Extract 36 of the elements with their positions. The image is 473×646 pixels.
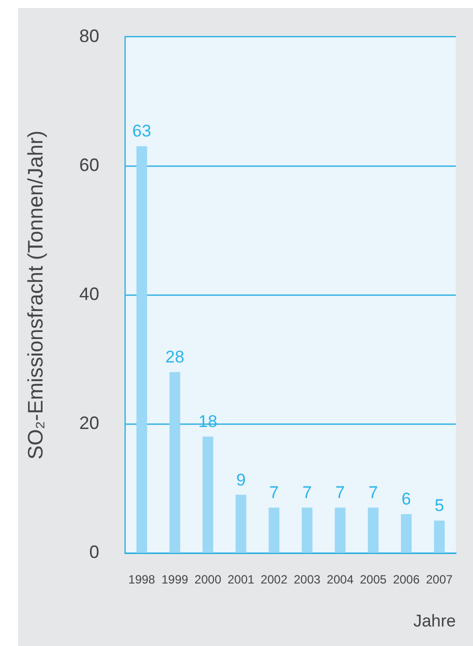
y-tick-label: 40 [79,284,100,304]
bar [136,146,148,553]
x-tick-label: 2003 [294,572,321,587]
data-label: 6 [402,490,412,509]
data-label: 63 [132,122,152,141]
data-label: 9 [236,470,246,490]
data-label: 7 [368,483,378,502]
x-tick-label: 2007 [426,572,454,587]
bar [236,494,246,553]
x-tick-label: 2002 [260,572,288,587]
y-tick-label: 0 [89,542,100,562]
data-label: 5 [434,496,444,516]
data-label: 7 [302,483,312,502]
x-axis-title: Jahre [413,611,456,630]
y-tick-label: 80 [79,26,100,46]
x-tick-label: 2001 [228,572,255,587]
bar [334,508,346,553]
x-tick-label: 2004 [326,572,354,587]
data-label: 7 [269,483,279,502]
x-tick-label: 1998 [128,572,156,587]
x-tick-label: 1999 [161,572,188,587]
bar [368,508,379,553]
bar [169,372,180,553]
bar [268,508,280,553]
x-tick-label: 2006 [392,572,420,587]
data-label: 7 [335,483,345,502]
bar [400,514,412,553]
y-tick-label: 20 [79,413,100,434]
x-tick-label: 2005 [360,572,387,587]
bar [302,508,312,553]
x-tick-label: 2000 [194,572,222,587]
y-axis-title: SO₂-Emissionsfracht (Tonnen/Jahr) [24,130,48,460]
y-tick-label: 60 [79,154,100,175]
bar [202,436,214,553]
data-label: 28 [165,348,184,367]
bar [434,520,445,553]
